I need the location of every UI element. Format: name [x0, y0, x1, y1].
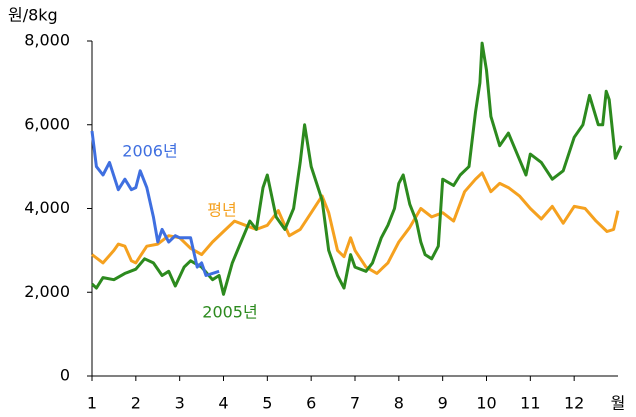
y-tick-label: 4,000	[24, 198, 70, 217]
x-tick-label: 2	[131, 394, 141, 413]
series-line	[90, 130, 220, 277]
series-label: 2006년	[122, 142, 177, 161]
x-axis-label: 월	[611, 394, 626, 413]
y-tick-label: 6,000	[24, 114, 70, 133]
x-tick-label: 10	[476, 394, 496, 413]
x-tick-label: 1	[87, 394, 97, 413]
x-tick-label: 12	[564, 394, 584, 413]
series-line	[91, 171, 620, 275]
series-line	[90, 41, 623, 296]
x-tick-label: 11	[520, 394, 540, 413]
x-tick-label: 9	[438, 394, 448, 413]
x-tick-label: 6	[306, 394, 316, 413]
x-tick-label: 7	[350, 394, 360, 413]
y-tick-label: 2,000	[24, 282, 70, 301]
y-axis-label: 원/8kg	[8, 6, 58, 25]
x-tick-label: 5	[262, 394, 272, 413]
x-tick-label: 4	[218, 394, 228, 413]
y-tick-label: 8,000	[24, 31, 70, 50]
y-tick-label: 0	[60, 366, 70, 385]
x-tick-label: 8	[394, 394, 404, 413]
x-tick-label: 3	[175, 394, 185, 413]
series-label: 2005년	[202, 303, 257, 322]
series-label: 평년	[207, 201, 236, 220]
